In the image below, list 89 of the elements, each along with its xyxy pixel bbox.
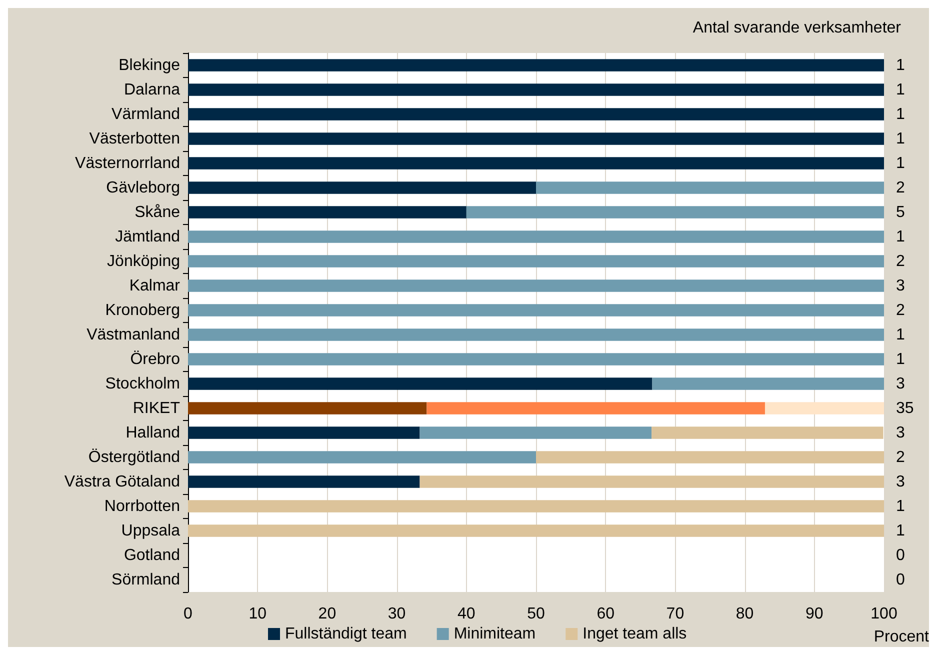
text: 3 [896, 424, 905, 442]
y-tick-label: Gotland [124, 546, 180, 564]
bar [188, 378, 652, 390]
bar [188, 84, 884, 96]
y-tick-label: Kronoberg [105, 302, 180, 319]
bar [188, 132, 884, 145]
bar [188, 500, 884, 512]
text: 2 [896, 252, 905, 270]
text: 1 [896, 130, 905, 148]
y-tick-label: RIKET [132, 400, 180, 417]
y-tick-label: Norrbotten [104, 498, 180, 515]
bar [652, 378, 884, 390]
bar [188, 59, 884, 72]
bar [466, 206, 884, 218]
bar [188, 353, 884, 366]
bar [536, 182, 884, 194]
text: 1 [896, 498, 905, 515]
y-tick-label: Blekinge [118, 56, 180, 74]
text: 2 [896, 448, 905, 466]
bar [188, 524, 884, 537]
legend-label: Fullständigt team [285, 626, 407, 642]
x-tick-label: 80 [736, 606, 754, 622]
y-tick-label: Västernorrland [75, 154, 180, 172]
bar [536, 451, 884, 464]
text: 1 [896, 228, 905, 246]
bar [420, 426, 652, 439]
bar [188, 304, 884, 316]
text: 5 [896, 204, 905, 221]
y-tick-label: Dalarna [124, 81, 180, 98]
y-tick-label: Jönköping [107, 252, 180, 270]
bar [652, 426, 884, 439]
text: 1 [896, 326, 905, 344]
y-tick-label: Stockholm [105, 375, 180, 392]
x-tick-label: 90 [806, 606, 824, 622]
text: 1 [896, 81, 905, 98]
bar [188, 402, 427, 414]
y-tick-label: Halland [126, 424, 180, 442]
text: 0 [896, 571, 905, 588]
x-axis-title: Procent [874, 628, 930, 646]
bar [188, 280, 884, 292]
text: 2 [896, 179, 905, 196]
bar [188, 230, 884, 243]
bar [188, 426, 420, 439]
bar [188, 157, 884, 170]
x-tick-label: 0 [184, 606, 193, 622]
bar [188, 255, 884, 268]
bar [188, 328, 884, 341]
bar [426, 402, 765, 414]
text: 35 [896, 400, 914, 417]
x-tick-label: 40 [458, 606, 476, 622]
x-tick-label: 30 [388, 606, 406, 622]
text: 1 [896, 522, 905, 540]
x-tick-label: 50 [527, 606, 545, 622]
bar [188, 206, 466, 218]
bar [188, 451, 536, 464]
legend-label: Minimiteam [454, 626, 536, 642]
y-tick-label: Västmanland [86, 326, 180, 344]
text: 3 [896, 473, 905, 490]
x-tick-label: 100 [870, 606, 898, 622]
text: 3 [896, 277, 905, 294]
y-tick-label: Jämtland [115, 228, 180, 246]
y-tick-label: Värmland [112, 106, 180, 123]
text: 0 [896, 546, 905, 564]
x-tick-label: 10 [248, 606, 267, 622]
x-tick-label: 70 [666, 606, 684, 622]
y2-axis-title: Antal svarande verksamheter [692, 20, 902, 36]
y-tick-label: Sörmland [112, 571, 180, 588]
text: 2 [896, 302, 905, 319]
y-tick-label: Västerbotten [89, 130, 180, 148]
bar [188, 108, 884, 120]
text: 3 [896, 375, 905, 392]
legend-label: Inget team alls [582, 626, 687, 642]
y-tick-label: Uppsala [121, 522, 180, 540]
text: 1 [896, 154, 905, 172]
bar [420, 476, 884, 488]
y-tick-label: Kalmar [129, 277, 181, 294]
y-tick-label: Västra Götaland [64, 473, 180, 490]
text: 1 [896, 56, 905, 74]
text: 1 [896, 106, 905, 123]
x-tick-label: 60 [596, 606, 615, 622]
x-tick-label: 20 [318, 606, 336, 622]
bar [188, 476, 420, 488]
bar [188, 182, 536, 194]
y-tick-label: Östergötland [88, 448, 180, 466]
text: 1 [896, 350, 905, 368]
y-tick-label: Skåne [134, 204, 180, 221]
y-tick-label: Örebro [130, 350, 180, 368]
y-tick-label: Gävleborg [106, 179, 180, 196]
bar [764, 402, 884, 414]
